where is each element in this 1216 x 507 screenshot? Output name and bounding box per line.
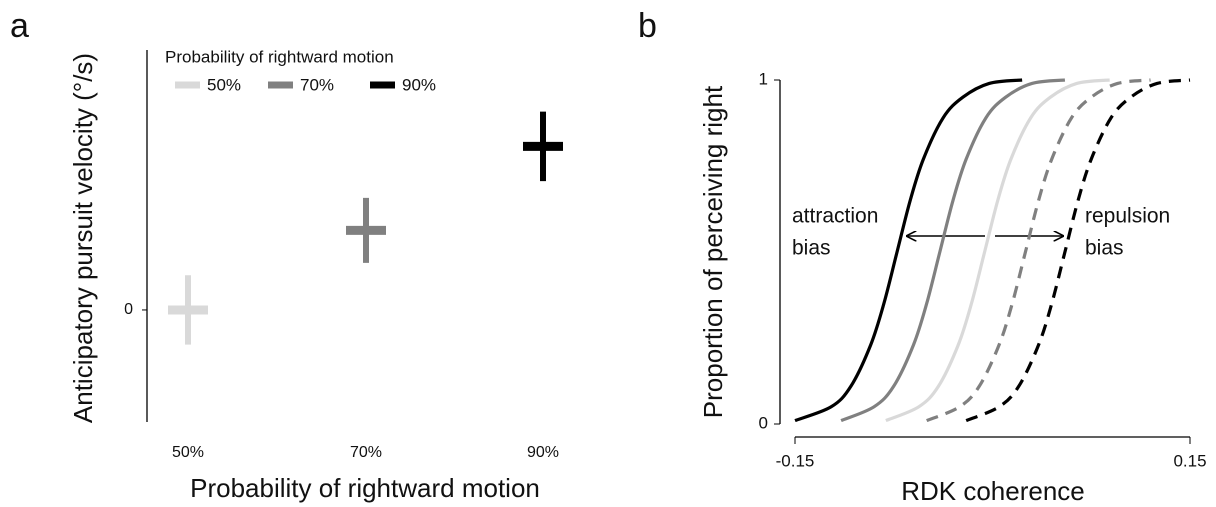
y-axis-label: Anticipatory pursuit velocity (°/s) bbox=[68, 53, 98, 423]
curve bbox=[926, 78, 1151, 423]
curve bbox=[840, 78, 1066, 423]
y-tick-label: 0 bbox=[124, 301, 133, 318]
annotation: bias bbox=[1085, 237, 1124, 260]
legend-title: Probability of rightward motion bbox=[165, 47, 394, 66]
x-tick-label: 50% bbox=[172, 444, 204, 461]
x-tick-label: 90% bbox=[527, 444, 559, 461]
x-axis-label: Probability of rightward motion bbox=[190, 473, 540, 503]
legend-label: 90% bbox=[402, 75, 436, 94]
x-axis-label: RDK coherence bbox=[901, 476, 1085, 506]
curve bbox=[885, 78, 1110, 423]
x-tick-label: 0.15 bbox=[1173, 451, 1206, 470]
x-tick-label: 70% bbox=[350, 444, 382, 461]
annotation: bias bbox=[792, 237, 831, 260]
curve bbox=[965, 78, 1191, 423]
panel-label: b bbox=[638, 7, 657, 45]
legend-label: 50% bbox=[207, 75, 241, 94]
panel-label: a bbox=[10, 7, 29, 45]
legend-label: 70% bbox=[300, 75, 334, 94]
curve bbox=[794, 78, 1023, 423]
y-tick-label: 1 bbox=[759, 69, 768, 88]
annotation: attraction bbox=[792, 205, 878, 228]
y-tick-label: 0 bbox=[759, 413, 768, 432]
annotation: repulsion bbox=[1085, 205, 1170, 228]
x-tick-label: -0.15 bbox=[776, 451, 815, 470]
y-axis-label: Proportion of perceiving right bbox=[698, 85, 728, 418]
